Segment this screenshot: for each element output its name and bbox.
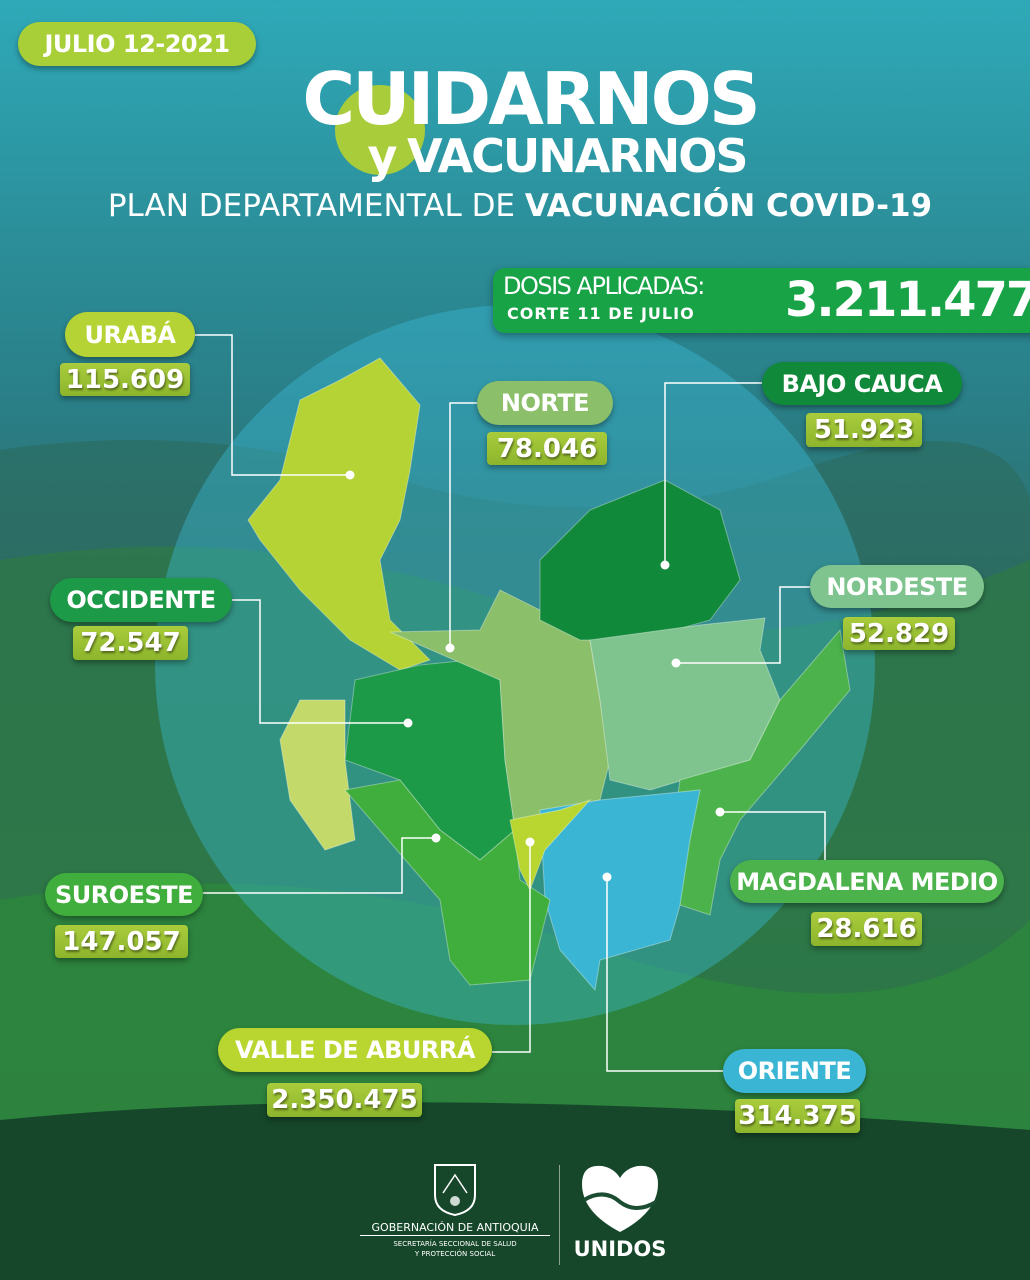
subtitle-regular: PLAN DEPARTAMENTAL DE [107,188,525,224]
value-occidente: 72.547 [73,626,188,660]
footer-brand: UNIDOS [573,1237,667,1261]
label-bajo-cauca: BAJO CAUCA [762,362,962,405]
region-suroeste[interactable] [344,779,551,986]
footer-secretariat-line1: SECRETARÍA SECCIONAL DE SALUD [393,1240,517,1248]
date-badge: JULIO 12-2021 [18,22,256,66]
title-line2: VACUNARNOS [407,129,748,183]
antioquia-coat-of-arms-logo [434,1164,476,1217]
value-magdalena-medio: 28.616 [811,912,922,946]
label-uraba: URABÁ [65,312,195,357]
title-circle [335,85,425,175]
value-bajo-cauca: 51.923 [806,413,922,447]
region-occidente-west[interactable] [279,699,356,851]
subtitle: PLAN DEPARTAMENTAL DE VACUNACIÓN COVID-1… [0,188,1030,224]
leader-lines [195,334,826,1072]
footer-divider [559,1165,560,1265]
label-oriente: ORIENTE [723,1049,866,1093]
total-label: DOSIS APLICADAS: [503,272,705,300]
label-valle-de-aburra: VALLE DE ABURRÁ [218,1028,492,1072]
region-oriente[interactable] [539,789,701,992]
total-doses-panel: DOSIS APLICADAS: CORTE 11 DE JULIO 3.211… [493,268,1030,333]
value-norte: 78.046 [487,432,607,465]
value-valle-de-aburra: 2.350.475 [267,1083,422,1117]
region-bajo-cauca[interactable] [539,479,741,641]
value-uraba: 115.609 [60,363,190,396]
label-magdalena-medio: MAGDALENA MEDIO [730,860,1004,903]
value-nordeste: 52.829 [843,617,955,650]
region-markers [345,470,725,882]
subtitle-bold: VACUNACIÓN COVID-19 [524,188,933,224]
total-cut-date: CORTE 11 DE JULIO [507,304,695,323]
title-line1: CUIDARNOS [302,57,760,141]
value-oriente: 314.375 [735,1099,860,1133]
label-suroeste: SUROESTE [45,873,203,916]
region-uraba[interactable] [247,357,431,671]
unidos-heart-logo [582,1165,658,1232]
title-y: y [367,129,398,183]
footer-secretariat-line2: Y PROTECCIÓN SOCIAL [414,1250,496,1258]
value-suroeste: 147.057 [55,925,188,958]
footer-government: GOBERNACIÓN DE ANTIOQUIA [360,1221,550,1236]
label-occidente: OCCIDENTE [50,578,232,622]
label-norte: NORTE [477,381,613,425]
region-magdalena-medio[interactable] [669,628,851,916]
total-value: 3.211.477 [785,272,1030,328]
label-nordeste: NORDESTE [810,565,984,608]
